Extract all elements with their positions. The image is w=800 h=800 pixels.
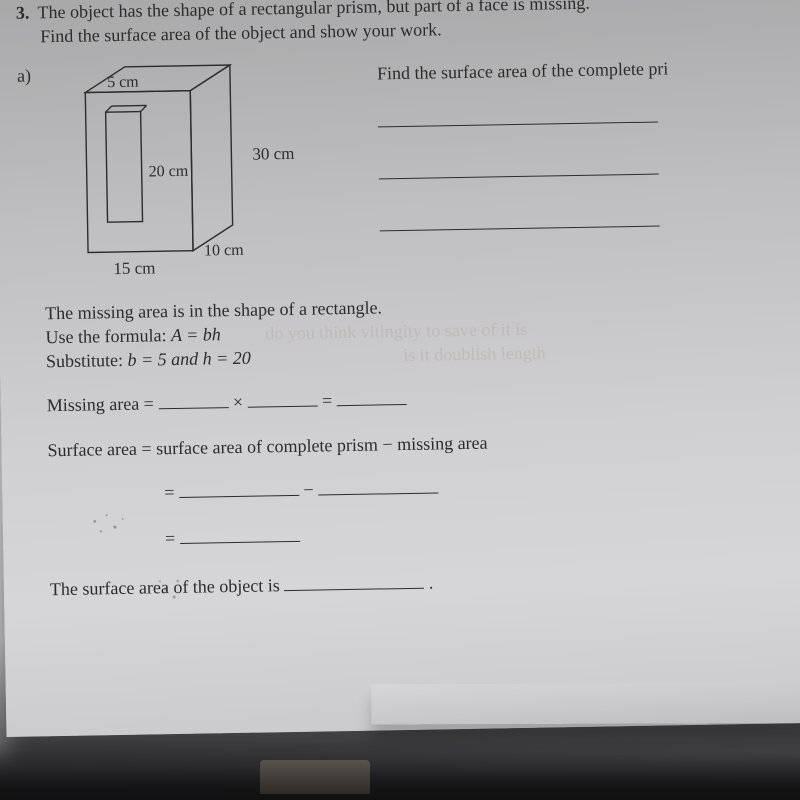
blank-c2 — [318, 482, 438, 496]
blank-ma-2 — [247, 395, 317, 408]
worksheet-page: 3. The object has the shape of a rectang… — [0, 0, 800, 737]
prism-diagram: 5 cm 20 cm 30 cm 10 cm 15 cm — [45, 58, 309, 283]
col-right: Find the surface area of the complete pr… — [367, 50, 794, 239]
final-line: The surface area of the object is . — [50, 564, 800, 601]
question-line2: Find the surface area of the object and … — [40, 18, 442, 49]
smudge-2-icon — [146, 566, 227, 607]
label-10cm: 10 cm — [204, 241, 244, 259]
part-label: a) — [17, 63, 49, 283]
ghost-text-2: is it doublish length — [403, 343, 546, 365]
col-left: a) — [17, 57, 371, 283]
table-surface — [0, 740, 800, 800]
label-5cm: 5 cm — [107, 73, 139, 91]
blank-ma-3 — [337, 394, 407, 407]
page-content: 3. The object has the shape of a rectang… — [0, 0, 800, 642]
label-30cm: 30 cm — [252, 143, 294, 163]
blank-line-3 — [380, 215, 660, 232]
object-below-icon — [260, 760, 370, 794]
smudge-1-icon — [64, 501, 165, 543]
blank-c1 — [179, 484, 299, 498]
question-text: 3. The object has the shape of a rectang… — [16, 0, 791, 49]
label-20cm: 20 cm — [149, 162, 189, 180]
question-number: 3. — [16, 3, 30, 23]
ghost-text-1: do you think vitingity to save of it is — [265, 319, 527, 344]
blank-line-1 — [378, 111, 658, 128]
blank-c3 — [180, 530, 300, 544]
row-main: a) — [17, 50, 795, 283]
explanation: The missing area is in the shape of a re… — [45, 288, 796, 374]
label-15cm: 15 cm — [113, 258, 155, 278]
blank-line-2 — [379, 163, 659, 180]
blank-ma-1 — [158, 397, 228, 410]
blank-final — [284, 577, 424, 591]
